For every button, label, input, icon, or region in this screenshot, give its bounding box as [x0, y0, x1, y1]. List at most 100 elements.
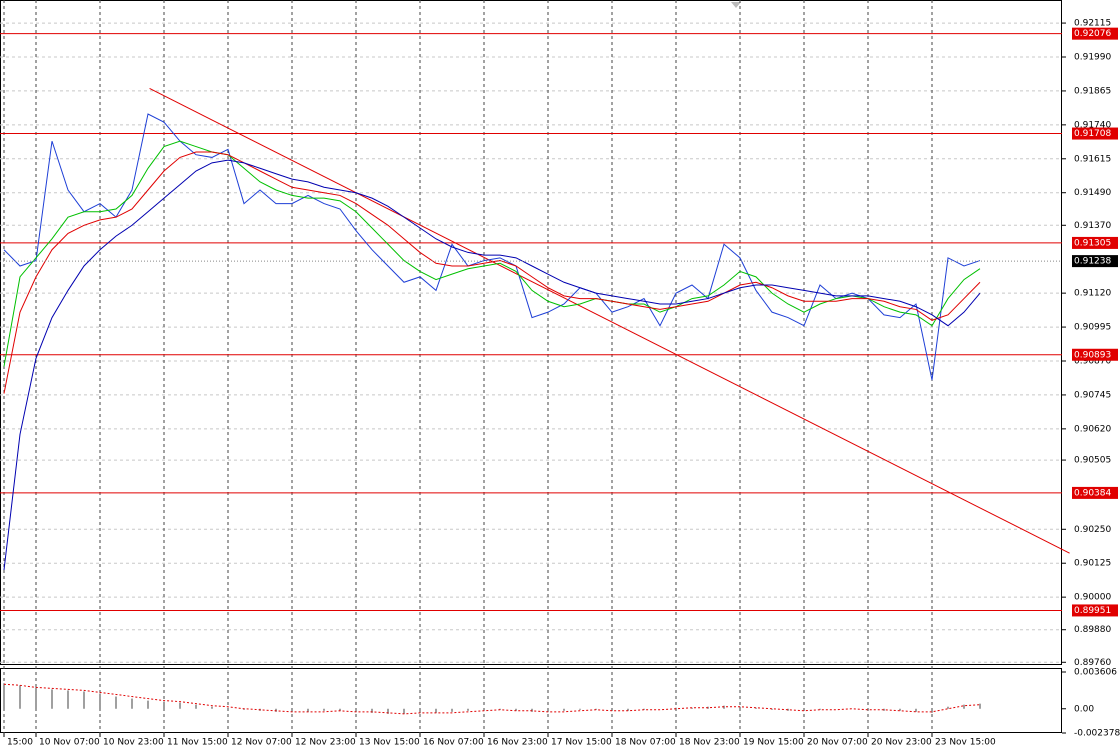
osc-bar	[947, 706, 949, 709]
x-tick-label: 18 Nov 23:00	[679, 738, 740, 748]
y-tick-label: 0.91865	[1074, 86, 1111, 96]
osc-bar	[387, 708, 389, 714]
x-tick-label: 15:00	[7, 738, 33, 748]
y-tick-label: 0.92115	[1074, 19, 1111, 29]
osc-tick-label: -0.002378	[1074, 729, 1120, 739]
y-tick-label: 0.89880	[1074, 625, 1111, 635]
oscillator-panel	[0, 668, 1062, 733]
osc-bar	[211, 706, 213, 709]
osc-bar	[771, 708, 773, 710]
osc-bar	[819, 708, 821, 710]
osc-bar	[291, 708, 293, 712]
x-tick-label: 18 Nov 07:00	[615, 738, 676, 748]
osc-bar	[339, 708, 341, 711]
moving-average	[3, 140, 981, 367]
osc-bar	[579, 708, 581, 710]
osc-bar	[723, 705, 725, 709]
osc-bar	[915, 708, 917, 712]
y-tick-label: 0.90870	[1074, 357, 1111, 367]
x-tick-label: 10 Nov 07:00	[39, 738, 100, 748]
osc-bar	[3, 683, 5, 709]
osc-bar	[179, 702, 181, 709]
level-label-bg	[1072, 604, 1118, 617]
x-tick-label: 12 Nov 23:00	[295, 738, 356, 748]
osc-bar	[883, 708, 885, 711]
level-label: 0.91305	[1074, 238, 1111, 248]
osc-bar	[51, 689, 53, 709]
osc-tick-label: 0.00	[1074, 704, 1094, 714]
osc-bar	[611, 708, 613, 711]
y-tick-label: 0.90250	[1074, 525, 1111, 535]
osc-bar	[243, 708, 245, 710]
osc-bar	[115, 696, 117, 709]
y-tick-label: 0.90995	[1074, 323, 1111, 333]
x-tick-label: 12 Nov 07:00	[231, 738, 292, 748]
osc-bar	[899, 708, 901, 711]
osc-bar	[547, 708, 549, 712]
osc-bar	[675, 707, 677, 709]
osc-bar	[419, 708, 421, 713]
osc-bar	[643, 708, 645, 710]
osc-bar	[67, 690, 69, 709]
y-tick-label: 0.91740	[1074, 120, 1111, 130]
moving-average	[3, 159, 981, 571]
osc-bar	[435, 708, 437, 713]
moving-average	[3, 151, 981, 394]
x-tick-label: 11 Nov 15:00	[167, 738, 228, 748]
shift-marker	[731, 2, 741, 8]
osc-bar	[467, 708, 469, 711]
level-label-bg	[1072, 486, 1118, 499]
osc-bar	[355, 708, 357, 712]
level-label-bg	[1072, 236, 1118, 249]
y-tick-label: 0.91490	[1074, 188, 1111, 198]
osc-tick-label: 0.003606	[1074, 668, 1117, 678]
x-tick-label: 17 Nov 15:00	[551, 738, 612, 748]
y-tick-label: 0.91120	[1074, 289, 1111, 299]
level-label: 0.92076	[1074, 29, 1111, 39]
level-label: 0.89951	[1074, 606, 1111, 616]
osc-bar	[867, 708, 869, 710]
x-tick-label: 13 Nov 15:00	[359, 738, 420, 748]
osc-bar	[963, 704, 965, 709]
osc-bar	[451, 708, 453, 712]
x-tick-label: 20 Nov 07:00	[807, 738, 868, 748]
y-tick-label: 0.91370	[1074, 221, 1111, 231]
x-tick-label: 16 Nov 07:00	[423, 738, 484, 748]
grid-layer	[0, 0, 1066, 734]
osc-bar	[147, 700, 149, 709]
y-tick-label: 0.90620	[1074, 424, 1111, 434]
osc-bar	[131, 698, 133, 709]
osc-bar	[99, 693, 101, 709]
osc-bar	[755, 707, 757, 709]
y-tick-label: 0.90745	[1074, 390, 1111, 400]
y-tick-label: 0.91990	[1074, 53, 1111, 63]
y-tick-label: 0.89760	[1074, 658, 1111, 668]
osc-signal	[3, 683, 981, 715]
osc-bar	[195, 704, 197, 709]
osc-bar	[595, 708, 597, 710]
osc-bar	[787, 708, 789, 711]
osc-bar	[83, 691, 85, 709]
y-tick-label: 0.90125	[1074, 559, 1111, 569]
osc-bar	[979, 703, 981, 709]
osc-bar	[323, 708, 325, 711]
y-tick-label: 0.91615	[1074, 154, 1111, 164]
level-label-bg	[1072, 127, 1118, 140]
osc-bar	[739, 706, 741, 709]
x-tick-label: 19 Nov 15:00	[743, 738, 804, 748]
osc-bar	[691, 707, 693, 709]
x-tick-label: 20 Nov 23:00	[871, 738, 932, 748]
osc-bar	[803, 708, 805, 711]
labels-layer: 0.92115 0.91990 0.91865 0.91740 0.91615 0.914…	[3, 19, 1120, 748]
osc-bar	[307, 708, 309, 712]
osc-bar	[403, 708, 405, 714]
level-label-bg	[1072, 27, 1118, 40]
osc-bar	[563, 708, 565, 711]
level-label-bg	[1072, 348, 1118, 361]
osc-bar	[275, 708, 277, 712]
x-tick-label: 16 Nov 23:00	[487, 738, 548, 748]
y-tick-label: 0.90000	[1074, 593, 1111, 603]
osc-bar	[371, 708, 373, 713]
osc-bar	[931, 708, 933, 713]
